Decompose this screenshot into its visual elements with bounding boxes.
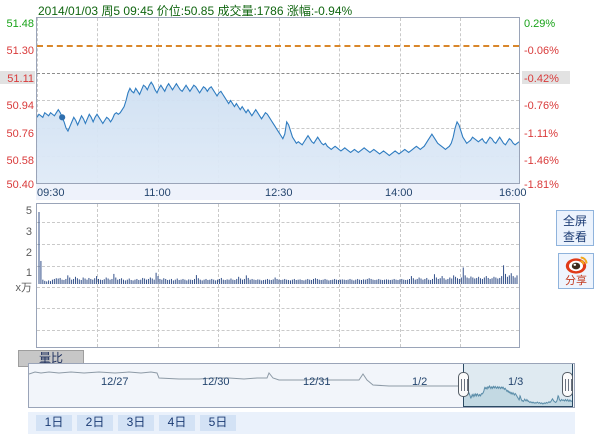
price-y-label-right: -1.11%: [524, 128, 559, 140]
volume-unit-label: x万: [15, 282, 33, 294]
price-x-label: 12:30: [265, 187, 293, 199]
crosshair-change-highlight: [522, 71, 570, 84]
weibo-share-button[interactable]: 分享: [558, 253, 594, 289]
navigator-selected-label: 1/3: [508, 376, 524, 388]
navigator-x-label: 12/30: [202, 376, 230, 388]
price-y-label-right: -1.46%: [524, 155, 559, 167]
price-y-label-left: 50.94: [6, 100, 34, 112]
price-y-label-right: -0.06%: [524, 45, 559, 57]
price-y-label-left: 50.58: [6, 155, 34, 167]
tab-4day[interactable]: 4日: [159, 415, 195, 431]
price-y-label-right: 0.29%: [524, 18, 556, 30]
price-hgrid: [37, 128, 519, 129]
volume-y-label: 5: [25, 205, 32, 217]
fullscreen-label-line1: 全屏: [562, 214, 587, 228]
volume-bars-graph: [38, 212, 518, 284]
volume-hgrid: [37, 244, 519, 245]
navigator-x-label: 12/31: [303, 376, 331, 388]
navigator-sparkline: [29, 371, 463, 387]
volume-chart-panel[interactable]: [36, 203, 520, 348]
weibo-eye-icon: [565, 256, 588, 274]
volume-vgrid: [97, 204, 98, 347]
tab-2day[interactable]: 2日: [77, 415, 113, 431]
fullscreen-label-line2: 查看: [562, 230, 587, 244]
navigator-selection-sparkline: [463, 384, 573, 406]
volume-hgrid: [37, 266, 519, 267]
navigator-x-label: 12/27: [101, 376, 129, 388]
volume-y-label: 1: [25, 267, 32, 279]
volume-vgrid: [218, 204, 219, 347]
price-line-graph: [37, 81, 519, 183]
volume-vgrid: [158, 204, 159, 347]
tab-3day[interactable]: 3日: [118, 415, 154, 431]
tab-5day[interactable]: 5日: [200, 415, 236, 431]
price-x-axis-band: [36, 184, 520, 200]
crosshair-change-value: -0.42%: [524, 73, 559, 85]
price-hgrid: [37, 100, 519, 101]
tab-1day[interactable]: 1日: [36, 415, 72, 431]
volume-vgrid: [279, 204, 280, 347]
grip-icon: [461, 379, 468, 391]
volume-vgrid: [460, 204, 461, 347]
navigator-handle-left[interactable]: [458, 372, 469, 397]
grip-icon: [565, 379, 572, 391]
fullscreen-view-button[interactable]: 全屏 查看: [556, 210, 594, 246]
price-y-label-right: -1.81%: [524, 179, 559, 191]
volume-y-label: 2: [25, 247, 32, 259]
navigator-selection[interactable]: [463, 364, 573, 407]
prev-close-line: [37, 45, 519, 47]
crosshair-price-value: 51.11: [7, 73, 34, 85]
volume-hgrid: [37, 287, 519, 288]
share-label: 分享: [565, 275, 587, 287]
price-y-label-right: -0.76%: [524, 100, 559, 112]
volume-vgrid: [339, 204, 340, 347]
price-x-label: 11:00: [144, 187, 171, 199]
price-y-label-left: 50.76: [6, 128, 34, 140]
price-x-label: 09:30: [37, 187, 65, 199]
chart-header: 2014/01/03 周5 09:45 价位:50.85 成交量:1786 涨幅…: [0, 2, 603, 18]
volume-y-label: 3: [25, 226, 32, 238]
price-chart-panel[interactable]: [36, 17, 520, 184]
price-hgrid: [37, 73, 519, 74]
range-navigator[interactable]: 12/27 12/30 12/31 1/2 1/3: [28, 363, 575, 408]
period-tabs-bar: 1日 2日 3日 4日 5日: [28, 412, 575, 434]
volume-hgrid: [37, 222, 519, 223]
price-x-label: 14:00: [385, 187, 413, 199]
crosshair-price-highlight: [0, 71, 35, 84]
price-x-label: 16:00: [499, 187, 527, 199]
price-y-label-left: 51.48: [6, 18, 34, 30]
navigator-handle-right[interactable]: [562, 372, 573, 397]
chart-header-text: 2014/01/03 周5 09:45 价位:50.85 成交量:1786 涨幅…: [38, 4, 353, 18]
volume-vgrid: [400, 204, 401, 347]
volume-hgrid: [37, 330, 519, 331]
volume-hgrid: [37, 308, 519, 309]
navigator-x-label: 1/2: [412, 376, 428, 388]
price-y-label-left: 51.30: [6, 45, 34, 57]
price-y-label-left: 50.40: [6, 179, 34, 191]
